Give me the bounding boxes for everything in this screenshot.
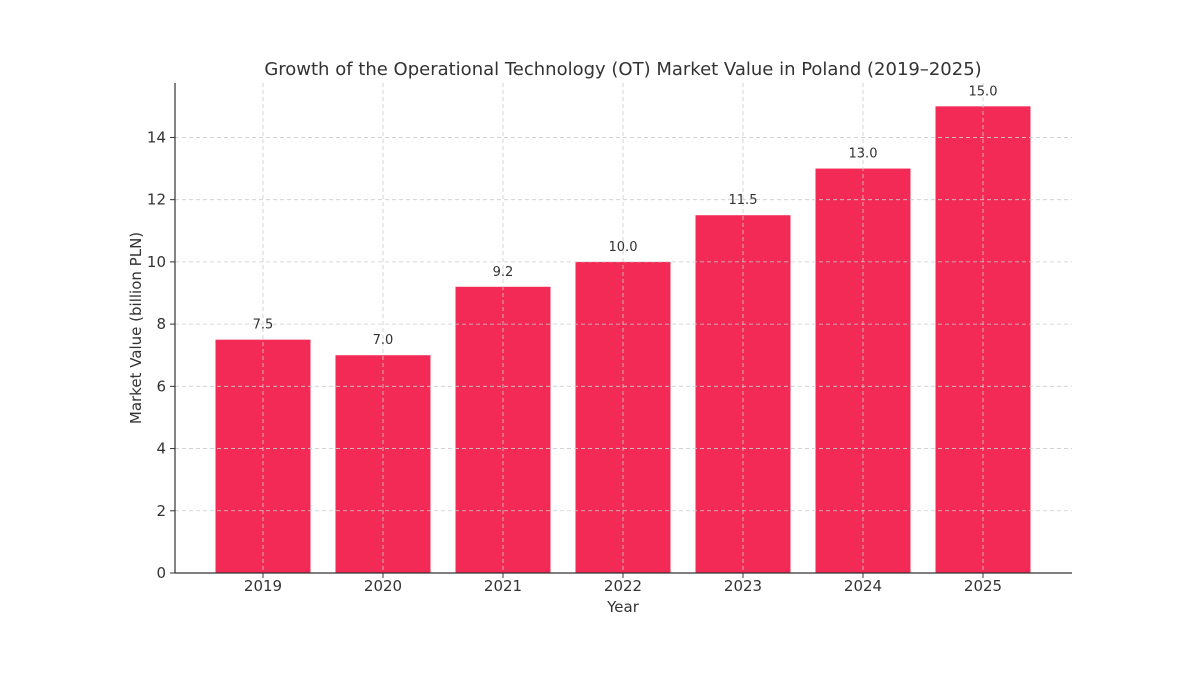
data-label-2025: 15.0 bbox=[969, 84, 998, 99]
data-label-2019: 7.5 bbox=[253, 318, 274, 333]
x-tick-label-2019: 2019 bbox=[244, 577, 282, 595]
x-tick-label-2020: 2020 bbox=[364, 577, 402, 595]
y-tick-label: 14 bbox=[147, 128, 166, 146]
x-axis-label: Year bbox=[606, 598, 640, 616]
y-tick-label: 6 bbox=[156, 377, 166, 395]
x-tick-label-2025: 2025 bbox=[964, 577, 1002, 595]
y-tick-label: 2 bbox=[156, 502, 166, 520]
y-tick-label: 12 bbox=[147, 191, 166, 209]
data-label-2020: 7.0 bbox=[373, 333, 394, 348]
y-axis-label: Market Value (billion PLN) bbox=[127, 232, 145, 424]
data-label-2021: 9.2 bbox=[493, 265, 514, 280]
y-tick-label: 0 bbox=[156, 564, 166, 582]
x-tick-label-2021: 2021 bbox=[484, 577, 522, 595]
data-label-2022: 10.0 bbox=[609, 240, 638, 255]
chart-title: Growth of the Operational Technology (OT… bbox=[264, 59, 981, 80]
x-tick-label-2024: 2024 bbox=[844, 577, 882, 595]
data-label-2024: 13.0 bbox=[849, 147, 878, 162]
data-label-2023: 11.5 bbox=[729, 193, 758, 208]
y-tick-label: 10 bbox=[147, 253, 166, 271]
y-tick-label: 8 bbox=[156, 315, 166, 333]
x-tick-label-2022: 2022 bbox=[604, 577, 642, 595]
bar-2022 bbox=[575, 261, 671, 573]
x-tick-label-2023: 2023 bbox=[724, 577, 762, 595]
y-tick-label: 4 bbox=[156, 440, 166, 458]
